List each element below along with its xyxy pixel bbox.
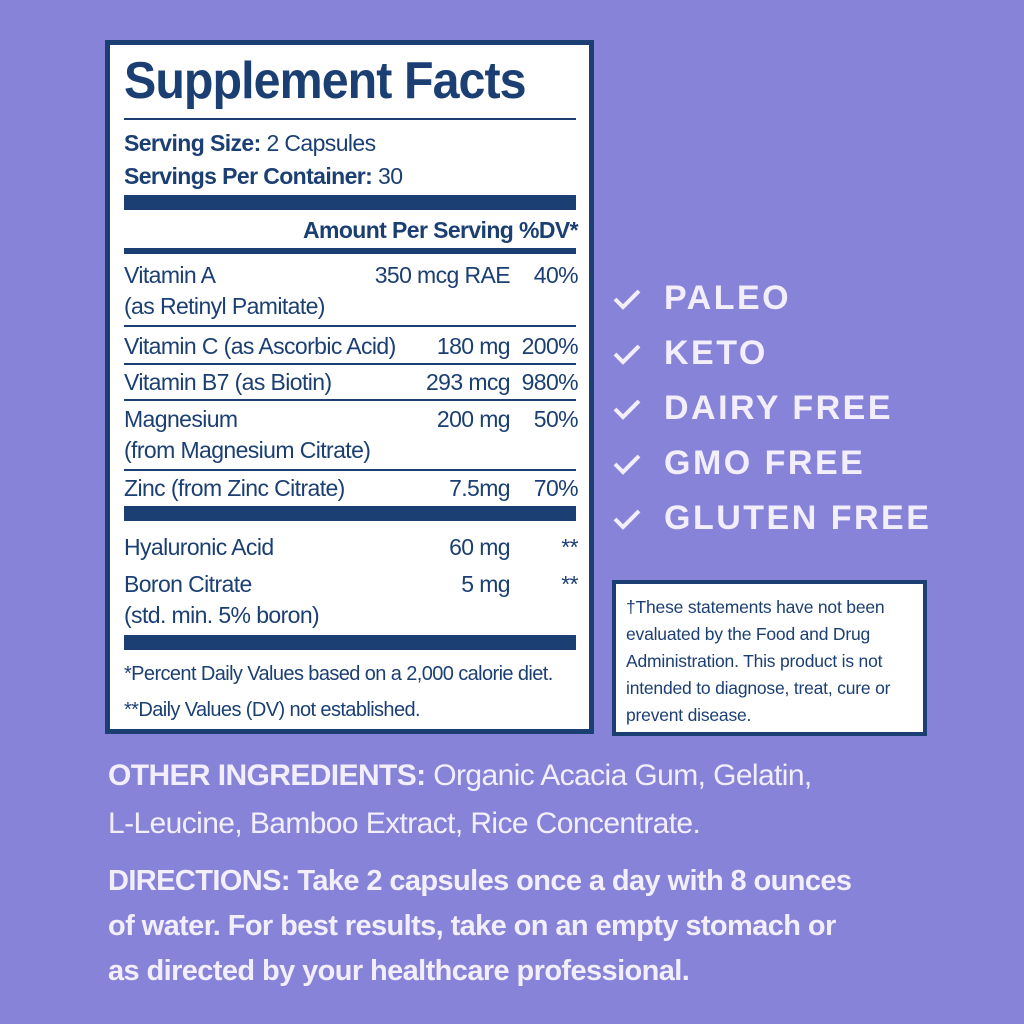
servings-value: 30 [378, 163, 403, 189]
divider [124, 363, 576, 365]
serving-size-value: 2 Capsules [266, 130, 376, 156]
panel-title: Supplement Facts [124, 52, 527, 110]
divider [124, 325, 576, 327]
claim-gluten-free: GLUTEN FREE [612, 499, 931, 538]
serving-size-label: Serving Size: [124, 130, 261, 156]
divider-thick [124, 506, 576, 521]
nutrient-name: Zinc (from Zinc Citrate) [124, 475, 345, 501]
supplement-facts-panel: Supplement Facts Serving Size: 2 Capsule… [105, 40, 594, 734]
nutrient-name: Vitamin B7 (as Biotin) [124, 369, 332, 395]
claim-label: PALEO [664, 279, 792, 317]
check-icon [613, 399, 641, 420]
directions-line3: as directed by your healthcare professio… [108, 955, 690, 987]
nutrient-dv: 70% [533, 475, 579, 501]
nutrient-source: (from Magnesium Citrate) [124, 437, 371, 463]
claim-label: KETO [664, 334, 768, 372]
other-ingredients-line1: OTHER INGREDIENTS: Organic Acacia Gum, G… [108, 752, 812, 800]
claim-gmo-free: GMO FREE [612, 444, 865, 483]
servings-per-container: Servings Per Container: 30 [124, 161, 403, 192]
directions-line2: of water. For best results, take on an e… [108, 910, 836, 942]
nutrient-source: (std. min. 5% boron) [124, 602, 320, 628]
nutrient-dv: ** [561, 534, 578, 560]
nutrient-amount: 200 mg [436, 406, 511, 432]
nutrient-dv: 40% [533, 262, 579, 288]
nutrient-name: Vitamin A [124, 262, 216, 288]
check-icon [613, 289, 641, 310]
nutrient-amount: 60 mg [449, 534, 511, 560]
claim-label: GMO FREE [664, 444, 866, 482]
divider [124, 469, 576, 471]
claim-label: DAIRY FREE [664, 389, 894, 427]
nutrient-dv: 200% [521, 333, 579, 359]
claim-label: GLUTEN FREE [664, 499, 932, 537]
divider [124, 399, 576, 401]
directions-line1: DIRECTIONS: Take 2 capsules once a day w… [108, 865, 852, 897]
nutrient-amount: 350 mcg RAE [374, 262, 511, 288]
nutrient-source: (as Retinyl Pamitate) [124, 293, 325, 319]
divider [124, 248, 576, 254]
divider [124, 118, 576, 120]
nutrient-name: Magnesium [124, 406, 238, 432]
other-ingredients-text: Organic Acacia Gum, Gelatin, [433, 759, 812, 792]
nutrient-name: Vitamin C (as Ascorbic Acid) [124, 333, 396, 359]
servings-label: Servings Per Container: [124, 163, 373, 189]
footnote-dv: *Percent Daily Values based on a 2,000 c… [124, 663, 553, 685]
claim-dairy-free: DAIRY FREE [612, 389, 893, 428]
column-header: Amount Per Serving %DV* [302, 217, 579, 243]
nutrient-name: Boron Citrate [124, 571, 252, 597]
claim-paleo: PALEO [612, 279, 791, 318]
nutrient-amount: 293 mcg [425, 369, 511, 395]
nutrient-dv: ** [561, 571, 578, 597]
claim-keto: KETO [612, 334, 768, 373]
nutrient-amount: 7.5mg [449, 475, 511, 501]
divider-thick [124, 635, 576, 650]
fda-disclaimer: †These statements have not been evaluate… [612, 580, 927, 736]
footnote-not-established: **Daily Values (DV) not established. [124, 699, 421, 721]
other-ingredients-line2: L-Leucine, Bamboo Extract, Rice Concentr… [108, 807, 701, 840]
nutrient-dv: 50% [533, 406, 579, 432]
check-icon [613, 454, 641, 475]
other-ingredients-label: OTHER INGREDIENTS: [108, 759, 426, 792]
check-icon [613, 509, 641, 530]
nutrient-amount: 180 mg [436, 333, 511, 359]
nutrient-name: Hyaluronic Acid [124, 534, 274, 560]
divider-thick [124, 195, 576, 210]
nutrient-dv: 980% [521, 369, 579, 395]
serving-size: Serving Size: 2 Capsules [124, 128, 376, 159]
check-icon [613, 344, 641, 365]
nutrient-amount: 5 mg [461, 571, 510, 597]
